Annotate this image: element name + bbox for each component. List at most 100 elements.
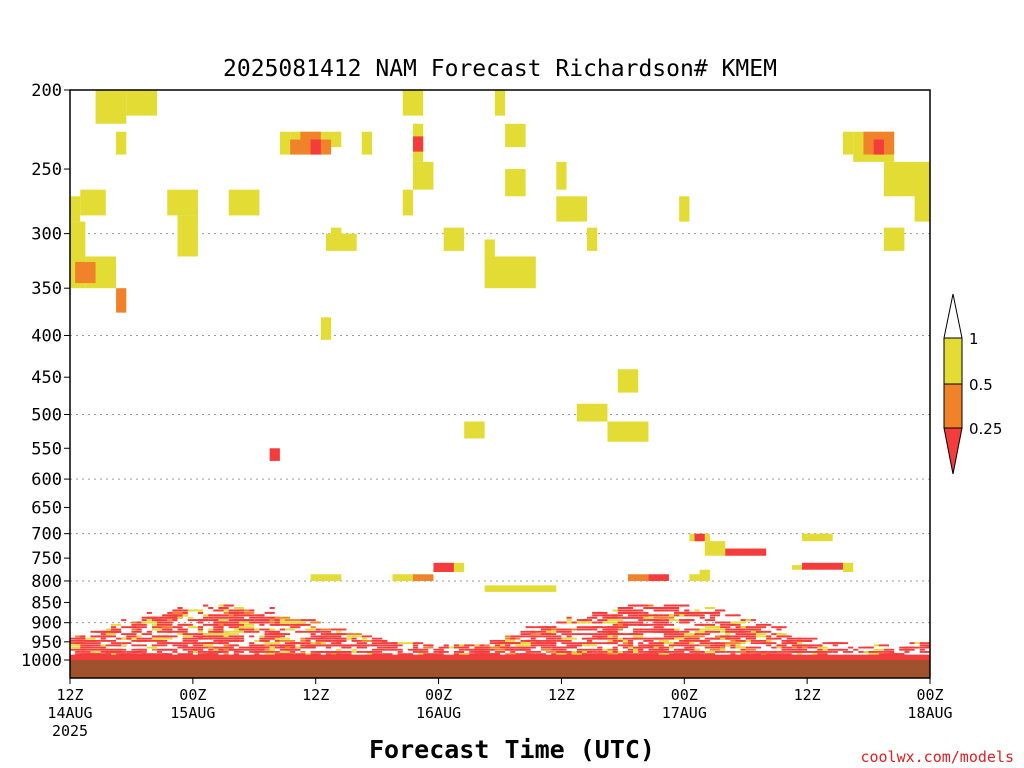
ri-cell [213, 614, 224, 617]
ri-cell [679, 644, 685, 647]
ri-cell [80, 651, 86, 653]
ri-cell [372, 637, 383, 640]
y-tick-label: 800 [31, 572, 62, 592]
ri-cell [668, 642, 675, 645]
ri-cell [402, 90, 424, 116]
ri-cell [663, 606, 680, 610]
ri-cell [581, 626, 598, 629]
ri-cell [187, 639, 198, 642]
ri-cell [597, 635, 603, 638]
ri-cell [674, 614, 685, 617]
ri-cell [827, 651, 833, 653]
ri-cell [597, 653, 613, 656]
ri-cell [182, 628, 188, 631]
ri-cell [556, 630, 567, 633]
ri-cell [617, 609, 628, 612]
ri-cell [663, 609, 680, 612]
ri-cell [187, 653, 193, 656]
ri-cell [694, 609, 700, 612]
ri-cell [796, 646, 803, 649]
ri-cell [361, 131, 373, 155]
ri-cell [484, 585, 557, 592]
ri-cell [653, 626, 664, 629]
ri-cell [372, 642, 378, 645]
ri-cell [561, 637, 577, 640]
ri-cell [382, 653, 393, 656]
ri-cell [136, 628, 142, 631]
surface-band [70, 654, 930, 660]
ri-cell [336, 653, 352, 656]
ri-cell [812, 651, 818, 653]
ri-cell [627, 639, 634, 642]
ri-cell [658, 606, 664, 610]
ri-cell [817, 653, 828, 656]
ri-cell [520, 630, 526, 633]
ri-cell [223, 604, 234, 607]
ri-cell [310, 621, 321, 624]
ri-cell [70, 648, 86, 651]
ri-cell [587, 639, 593, 642]
ri-cell [100, 635, 117, 638]
ri-cell [510, 637, 516, 640]
ri-cell [300, 619, 316, 622]
y-tick-label: 700 [31, 525, 62, 545]
ri-cell [75, 261, 96, 284]
ri-cell [684, 644, 690, 647]
ri-cell [208, 633, 214, 636]
ri-cell [597, 651, 613, 653]
ri-cell [648, 642, 664, 645]
ri-cell [663, 633, 669, 636]
ri-cell [674, 604, 690, 607]
ri-cell [438, 653, 444, 656]
ri-cell [121, 642, 132, 645]
ri-cell [325, 633, 342, 636]
ri-cell [638, 635, 644, 638]
ri-cell [622, 639, 628, 642]
ri-cell [551, 653, 557, 656]
ri-cell [331, 651, 337, 653]
ri-cell [80, 635, 86, 638]
ri-cell [617, 628, 623, 631]
ri-cell [320, 628, 332, 631]
ri-cell [633, 648, 639, 651]
ri-cell [182, 635, 193, 638]
ri-cell [310, 626, 316, 629]
ri-cell [361, 635, 373, 638]
ri-cell [612, 651, 618, 653]
ri-cell [786, 637, 803, 640]
ri-cell [627, 614, 639, 617]
legend-swatch-mid [943, 383, 963, 429]
ri-cell [581, 653, 588, 656]
ri-cell [218, 621, 224, 624]
ri-cell [310, 653, 321, 656]
ri-cell [203, 604, 209, 607]
ri-cell [668, 630, 680, 633]
ri-cell [709, 614, 721, 617]
ri-cell [786, 639, 792, 642]
ri-cell [674, 642, 680, 645]
ri-cell [540, 644, 557, 647]
ri-cell [924, 651, 930, 653]
ri-cell [576, 403, 608, 422]
ri-cell [325, 653, 332, 656]
ri-cell [172, 651, 178, 653]
ri-cell [781, 635, 787, 638]
x-tick-label: 18AUG [907, 704, 952, 722]
ri-cell [761, 642, 777, 645]
ri-cell [638, 651, 644, 653]
ri-cell [807, 646, 823, 649]
ri-cell [505, 635, 511, 638]
ri-cell [704, 619, 715, 622]
ri-cell [172, 648, 178, 651]
ri-cell [684, 633, 700, 636]
ri-cell [377, 646, 383, 649]
ri-cell [392, 642, 398, 645]
ri-cell [668, 604, 675, 607]
ri-cell [668, 623, 675, 626]
ri-cell [484, 239, 495, 257]
ri-cell [725, 614, 741, 617]
ri-cell [269, 628, 275, 631]
ri-cell [674, 628, 680, 631]
ri-cell [674, 651, 685, 653]
ri-cell [802, 651, 808, 653]
